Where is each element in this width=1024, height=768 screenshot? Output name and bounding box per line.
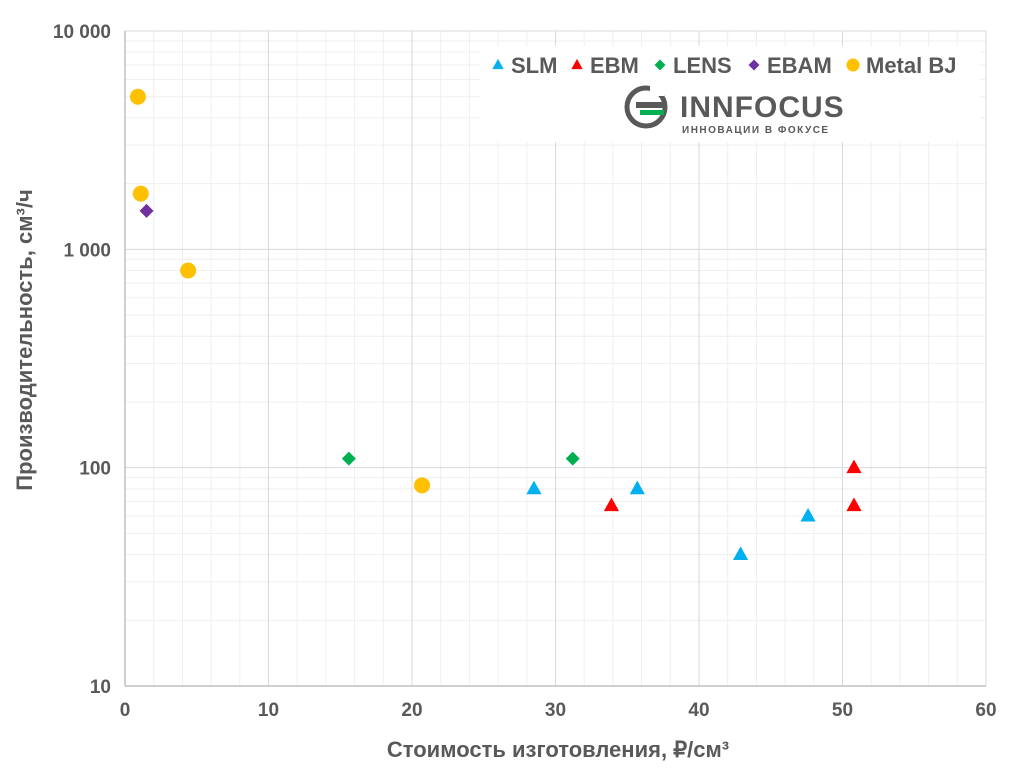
legend-label-lens: LENS <box>673 53 732 78</box>
metal-bj-point <box>129 88 146 105</box>
innfocus-logo-mark <box>624 84 668 129</box>
metal-bj-point <box>180 262 197 279</box>
x-tick-label: 50 <box>832 700 853 721</box>
slm-point <box>800 507 816 522</box>
legend-marker-metal-bj <box>846 58 860 72</box>
legend-label-slm: SLM <box>511 53 557 78</box>
innfocus-logo: INNFOCUS ИННОВАЦИИ В ФОКУСЕ <box>624 84 845 136</box>
slm-point <box>526 480 542 495</box>
tick-labels: 10 100 1 000 10 000 0 10 20 30 40 50 60 <box>53 22 997 721</box>
slm-point <box>629 480 645 495</box>
y-tick-label: 1 000 <box>63 240 111 261</box>
legend-item-ebam: EBAM <box>748 53 832 78</box>
x-tick-label: 60 <box>975 700 996 721</box>
legend-label-metal-bj: Metal BJ <box>866 53 956 78</box>
x-tick-label: 30 <box>545 700 566 721</box>
legend-background <box>480 46 980 142</box>
axes <box>124 31 986 687</box>
legend-item-slm: SLM <box>492 53 557 78</box>
logo-tagline: ИННОВАЦИИ В ФОКУСЕ <box>682 125 830 136</box>
legend-marker-slm <box>492 58 504 70</box>
legend-marker-ebam <box>748 59 760 71</box>
y-tick-label: 100 <box>79 459 111 480</box>
y-tick-label: 10 000 <box>53 22 111 43</box>
legend-marker-lens <box>654 59 666 71</box>
slm-point <box>733 546 749 560</box>
legend-item-metal-bj: Metal BJ <box>846 53 956 78</box>
y-tick-label: 10 <box>90 677 111 698</box>
y-axis-title: Производительность, см³/ч <box>12 189 37 490</box>
legend-label-ebm: EBM <box>590 53 639 78</box>
legend-item-lens: LENS <box>654 53 732 78</box>
legend: SLM EBM LENS EBAM Metal BJ INNFOCUS ИННОВАЦИ… <box>480 46 980 142</box>
logo-name: INNFOCUS <box>680 91 845 124</box>
x-tick-label: 20 <box>401 700 422 721</box>
ebm-point <box>846 497 862 512</box>
lens-point <box>341 451 356 466</box>
legend-label-ebam: EBAM <box>767 53 832 78</box>
lens-point <box>565 451 580 466</box>
x-tick-label: 40 <box>688 700 709 721</box>
data-points <box>129 88 862 560</box>
metal-bj-point <box>132 185 149 202</box>
legend-marker-ebm <box>571 58 583 70</box>
ebam-point <box>139 203 154 218</box>
metal-bj-point <box>414 477 431 494</box>
ebm-point <box>846 459 862 474</box>
ebm-point <box>603 497 620 512</box>
x-tick-label: 0 <box>120 700 131 721</box>
legend-item-ebm: EBM <box>571 53 639 78</box>
x-tick-label: 10 <box>258 700 279 721</box>
x-axis-title: Стоимость изготовления, ₽/см³ <box>387 737 729 762</box>
